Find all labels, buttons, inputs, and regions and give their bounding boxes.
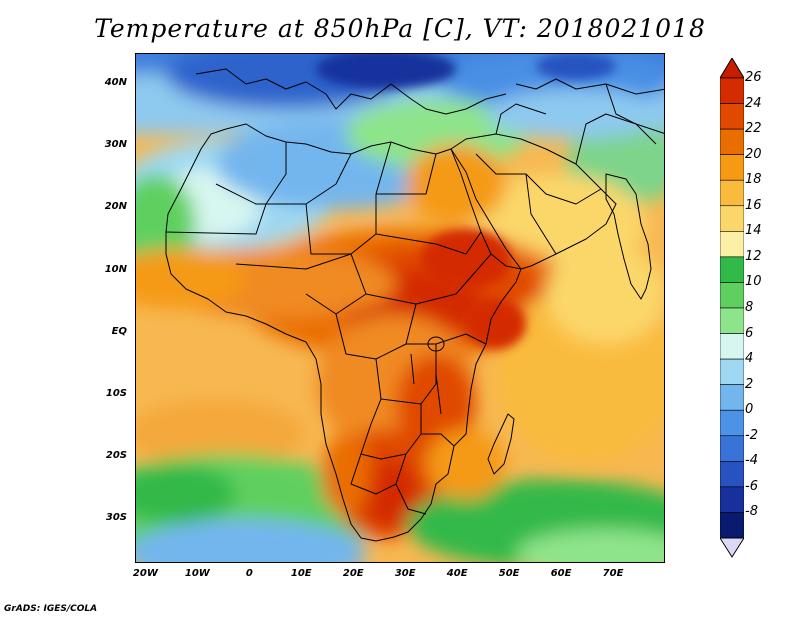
colorbar-swatch — [720, 256, 744, 283]
colorbar-label: 10 — [745, 274, 762, 290]
lon-label: 20E — [342, 568, 364, 579]
colorbar-label: 0 — [745, 402, 754, 418]
colorbar-label: -8 — [745, 504, 758, 520]
colorbar-label: 8 — [745, 300, 754, 315]
colorbar-swatch — [720, 103, 744, 130]
colorbar-swatch — [720, 154, 744, 181]
colorbar-swatch — [720, 179, 744, 207]
lon-label: 30E — [394, 568, 416, 579]
coastlines — [165, 68, 664, 542]
lon-label: 10W — [184, 568, 210, 579]
lat-label: 20N — [104, 201, 127, 213]
colorbar-swatch — [720, 409, 744, 437]
colorbar-swatch — [720, 333, 744, 360]
colorbar-swatch — [720, 282, 744, 309]
lat-label: 30N — [104, 139, 127, 151]
colorbar-label: 18 — [745, 172, 762, 188]
colorbar-swatch — [720, 205, 744, 232]
colorbar-swatch — [720, 128, 744, 155]
lon-label: 40E — [446, 568, 468, 579]
colorbar-swatch — [720, 486, 744, 513]
colorbar-label: 16 — [745, 197, 762, 213]
chart-title: Temperature at 850hPa [C], VT: 201802101… — [94, 14, 706, 43]
colorbar-swatch — [720, 307, 744, 334]
colorbar-label: 12 — [745, 248, 762, 264]
lon-label: 10E — [290, 568, 312, 579]
colorbar — [720, 58, 744, 558]
colorbar-swatch — [720, 512, 744, 539]
colorbar-label: 24 — [745, 95, 762, 111]
colorbar-label: 20 — [745, 146, 762, 162]
colorbar-label: 2 — [745, 376, 754, 392]
temperature-field — [136, 54, 664, 562]
colorbar-label: 22 — [745, 121, 762, 137]
colorbar-swatch — [720, 358, 744, 385]
colorbar-top-arrow — [720, 58, 744, 79]
colorbar-swatch — [720, 435, 744, 462]
colorbar-label: -2 — [745, 427, 758, 443]
colorbar-swatch — [720, 231, 744, 258]
colorbar-label: 4 — [745, 351, 754, 367]
lat-label: 30S — [105, 512, 127, 524]
lat-label: 10N — [104, 263, 127, 275]
lat-label: 20S — [105, 450, 127, 462]
lat-label: EQ — [111, 325, 127, 337]
lon-label: 70E — [602, 568, 624, 579]
colorbar-label: 6 — [745, 325, 754, 341]
lon-label: 60E — [550, 568, 572, 579]
map-panel — [135, 53, 665, 563]
grads-credit: GrADS: IGES/COLA — [4, 604, 98, 614]
lat-label: 10S — [105, 388, 127, 400]
colorbar-label: -6 — [745, 478, 758, 494]
colorbar-swatch — [720, 461, 744, 488]
colorbar-label: 14 — [745, 223, 762, 239]
colorbar-label: -4 — [745, 453, 758, 469]
lat-label: 40N — [104, 77, 127, 89]
lon-label: 20W — [132, 568, 158, 579]
lon-label: 50E — [498, 568, 520, 579]
colorbar-swatch — [720, 77, 744, 104]
colorbar-bottom-arrow — [720, 537, 744, 558]
colorbar-label: 26 — [745, 70, 762, 85]
lon-label: 0 — [245, 568, 253, 579]
colorbar-swatch — [720, 384, 744, 411]
